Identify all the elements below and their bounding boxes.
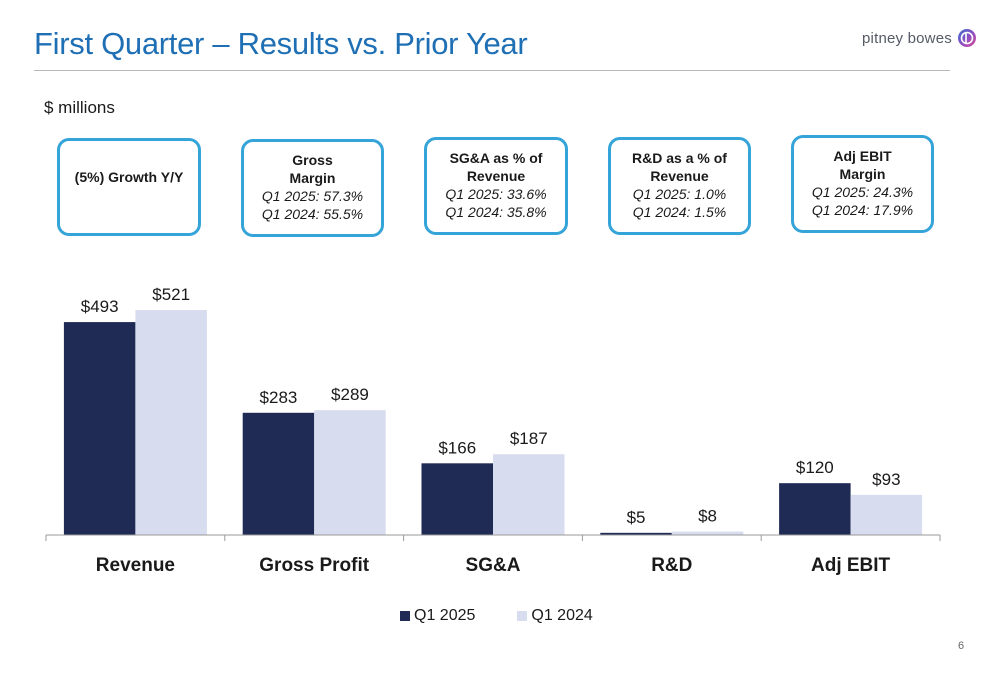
category-label: Revenue [96, 555, 175, 576]
bar [493, 454, 565, 535]
legend-label: Q1 2024 [531, 607, 593, 624]
data-label: $283 [260, 388, 298, 407]
bar [242, 412, 315, 535]
callout-heading: R&D as a % of [632, 150, 727, 166]
callout-line: Q1 2024: 35.8% [445, 204, 547, 220]
bar [779, 483, 851, 535]
data-label: $521 [152, 285, 190, 304]
callout-line: Q1 2024: 17.9% [811, 202, 914, 218]
data-label: $120 [796, 458, 834, 477]
callout-line: Q1 2025: 57.3% [261, 188, 364, 204]
callout-heading: Revenue [650, 168, 709, 184]
callout-heading: (5%) Growth Y/Y [74, 169, 184, 185]
page-title: First Quarter – Results vs. Prior Year [34, 26, 528, 61]
callout-heading: Revenue [466, 168, 526, 184]
pitney-bowes-logo-icon [957, 29, 976, 47]
data-label: $166 [438, 438, 476, 457]
callout-line: Q1 2024: 55.5% [261, 206, 364, 222]
bar [314, 410, 386, 535]
callout-heading: SG&A as % of [449, 150, 543, 166]
bar [850, 494, 923, 535]
callout-line: Q1 2025: 1.0% [632, 186, 727, 202]
category-label: SG&A [466, 555, 521, 576]
bar [63, 322, 136, 535]
legend-item-q1-2025: Q1 2025 [400, 607, 475, 625]
data-label: $5 [627, 508, 646, 527]
data-label: $93 [872, 470, 900, 489]
legend-swatch [400, 611, 410, 621]
rd-percent-callout: R&D as a % of Revenue Q1 2025: 1.0% Q1 2… [608, 137, 751, 235]
callout-heading: Gross [292, 152, 333, 168]
bar [421, 463, 493, 535]
bar [671, 531, 744, 535]
callout-heading: Adj EBIT [833, 148, 892, 164]
bar [135, 310, 207, 535]
revenue-growth-callout: (5%) Growth Y/Y [57, 138, 201, 236]
data-label: $8 [698, 507, 717, 526]
chart-legend: Q1 2025 Q1 2024 [400, 607, 635, 625]
adj-ebit-margin-callout: Adj EBIT Margin Q1 2025: 24.3% Q1 2024: … [791, 135, 934, 233]
callout-heading: Margin [839, 166, 886, 182]
bar-chart: $493 $521 Revenue $283 $289 Gross Profit $166 $… [45, 285, 941, 576]
callout-line: Q1 2025: 24.3% [811, 184, 914, 200]
category-label: R&D [651, 555, 692, 576]
logo-wordmark: pitney bowes [862, 29, 952, 47]
units-label: $ millions [44, 98, 115, 117]
category-label: Gross Profit [259, 555, 369, 576]
bar [600, 532, 672, 535]
data-label: $493 [81, 297, 119, 316]
category-label: Adj EBIT [811, 555, 891, 576]
sga-percent-callout: SG&A as % of Revenue Q1 2025: 33.6% Q1 2… [424, 137, 568, 235]
title-divider [34, 70, 950, 71]
callout-line: Q1 2024: 1.5% [632, 204, 727, 220]
legend-item-q1-2024: Q1 2024 [517, 607, 593, 625]
data-label: $187 [510, 429, 548, 448]
legend-swatch [517, 611, 528, 621]
callout-heading: Margin [289, 170, 336, 186]
legend-label: Q1 2025 [414, 607, 476, 624]
data-label: $289 [331, 385, 369, 404]
callout-line: Q1 2025: 33.6% [445, 186, 547, 202]
gross-margin-callout: Gross Margin Q1 2025: 57.3% Q1 2024: 55.… [241, 139, 384, 237]
page-number: 6 [958, 640, 965, 652]
company-logo: pitney bowes [862, 28, 977, 48]
